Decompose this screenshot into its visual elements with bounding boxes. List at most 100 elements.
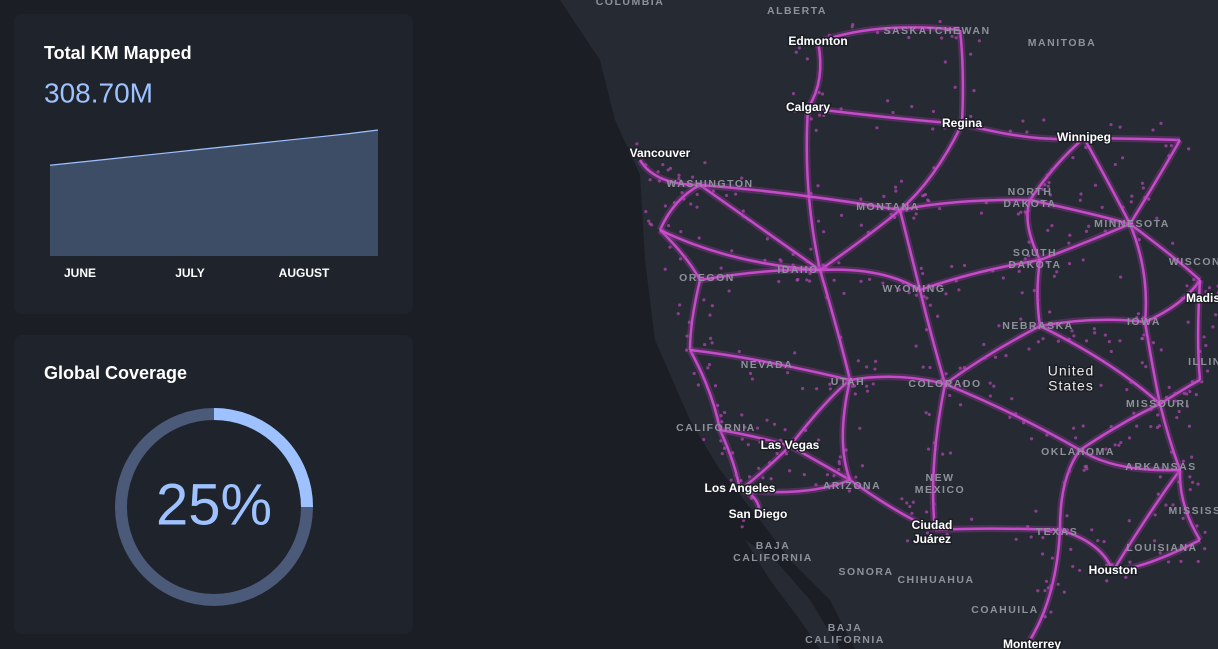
region-label: MINNESOTA <box>1094 218 1170 230</box>
coverage-dot <box>1181 459 1185 463</box>
coverage-dot <box>922 294 926 299</box>
coverage-dot <box>1187 147 1191 151</box>
coverage-dot <box>1096 538 1100 543</box>
city-label: Vancouver <box>630 146 691 160</box>
coverage-dot <box>795 278 799 282</box>
coverage-dot <box>816 219 821 223</box>
coverage-dot <box>822 283 826 287</box>
coverage-dot <box>727 289 731 293</box>
coverage-dot <box>1067 469 1072 473</box>
coverage-dot <box>839 213 844 217</box>
coverage-dot <box>1197 301 1201 305</box>
region-label: SOUTH <box>1013 247 1057 259</box>
coverage-dot <box>697 236 701 240</box>
coverage-dot <box>1023 210 1027 214</box>
map <box>560 0 1218 649</box>
coverage-dot <box>1190 455 1194 459</box>
coverage-dot <box>997 324 1001 328</box>
coverage-dot <box>1136 312 1141 316</box>
coverage-dot <box>1071 564 1075 569</box>
road <box>1178 469 1202 541</box>
coverage-dot <box>805 57 809 61</box>
coverage-dot <box>1043 183 1047 187</box>
coverage-dot <box>805 259 809 264</box>
coverage-dot <box>1185 392 1189 396</box>
coverage-dot <box>1103 333 1107 337</box>
coverage-dot <box>815 387 819 391</box>
city-label: Calgary <box>786 100 830 114</box>
coverage-dot <box>768 461 772 465</box>
coverage-dot <box>695 205 699 209</box>
coverage-dot <box>901 280 905 285</box>
region-label: NEW <box>926 472 955 484</box>
region-label: IDAHO <box>777 264 818 276</box>
coverage-dot <box>921 365 925 369</box>
coverage-dot <box>893 185 898 189</box>
coverage-dot <box>1036 589 1040 593</box>
area-line <box>49 129 379 166</box>
coverage-dot <box>1090 528 1094 532</box>
coverage-dot <box>977 39 981 43</box>
coverage-dot <box>865 389 870 393</box>
road <box>688 279 702 351</box>
coverage-dot <box>931 127 935 131</box>
coverage-dot <box>1072 426 1076 430</box>
coverage-dot <box>1025 212 1029 216</box>
coverage-dot <box>825 295 829 299</box>
coverage-dot <box>668 166 673 170</box>
x-label: JUNE <box>64 266 96 280</box>
coverage-dot <box>1192 278 1196 282</box>
road <box>961 122 1085 141</box>
coverage-dot <box>893 215 897 220</box>
coverage-dot <box>1050 224 1054 228</box>
coverage-dot <box>1082 468 1086 472</box>
road <box>1129 222 1201 281</box>
coverage-dot <box>769 477 773 481</box>
coverage-dot <box>1166 560 1171 564</box>
coverage-dot <box>1045 260 1049 265</box>
coverage-dot <box>724 193 729 198</box>
coverage-dot <box>1084 145 1088 150</box>
region-label: ARIZONA <box>823 480 881 492</box>
coverage-dot <box>1164 503 1168 507</box>
road <box>658 183 701 231</box>
coverage-dot <box>905 539 910 543</box>
coverage-dot <box>1203 530 1207 534</box>
coverage-dot <box>793 351 797 355</box>
coverage-dot <box>1041 188 1045 192</box>
coverage-dot <box>1156 492 1160 496</box>
coverage-dot <box>874 359 878 363</box>
coverage-dot <box>724 426 728 431</box>
coverage-dot <box>1078 198 1082 202</box>
city-label: Las Vegas <box>761 438 820 452</box>
coverage-dot <box>875 31 880 35</box>
coverage-dot <box>1001 276 1005 280</box>
coverage-dot <box>1168 508 1173 512</box>
coverage-dot <box>734 473 738 477</box>
coverage-dot <box>1036 340 1040 344</box>
region-label: OKLAHOMA <box>1041 446 1115 458</box>
coverage-dot <box>1149 425 1153 429</box>
coverage-dot <box>749 496 753 500</box>
road <box>1083 136 1181 142</box>
coverage-dot <box>1025 130 1029 134</box>
coverage-dot <box>1043 615 1047 619</box>
coverage-dot <box>913 284 917 289</box>
coverage-dot <box>711 189 715 193</box>
coverage-dot <box>1155 216 1159 220</box>
road <box>688 349 722 431</box>
road <box>1039 318 1146 328</box>
road <box>898 209 922 291</box>
coverage-dot <box>854 485 858 490</box>
coverage-dot <box>1191 480 1195 484</box>
coverage-dot <box>958 366 962 370</box>
coverage-dot <box>760 488 764 492</box>
coverage-dot <box>672 201 677 205</box>
donut-arc <box>115 408 313 606</box>
coverage-dot <box>894 189 898 193</box>
coverage-dot <box>928 365 932 370</box>
coverage-dot <box>1146 337 1150 341</box>
road <box>849 375 946 386</box>
coverage-dot <box>740 525 744 529</box>
